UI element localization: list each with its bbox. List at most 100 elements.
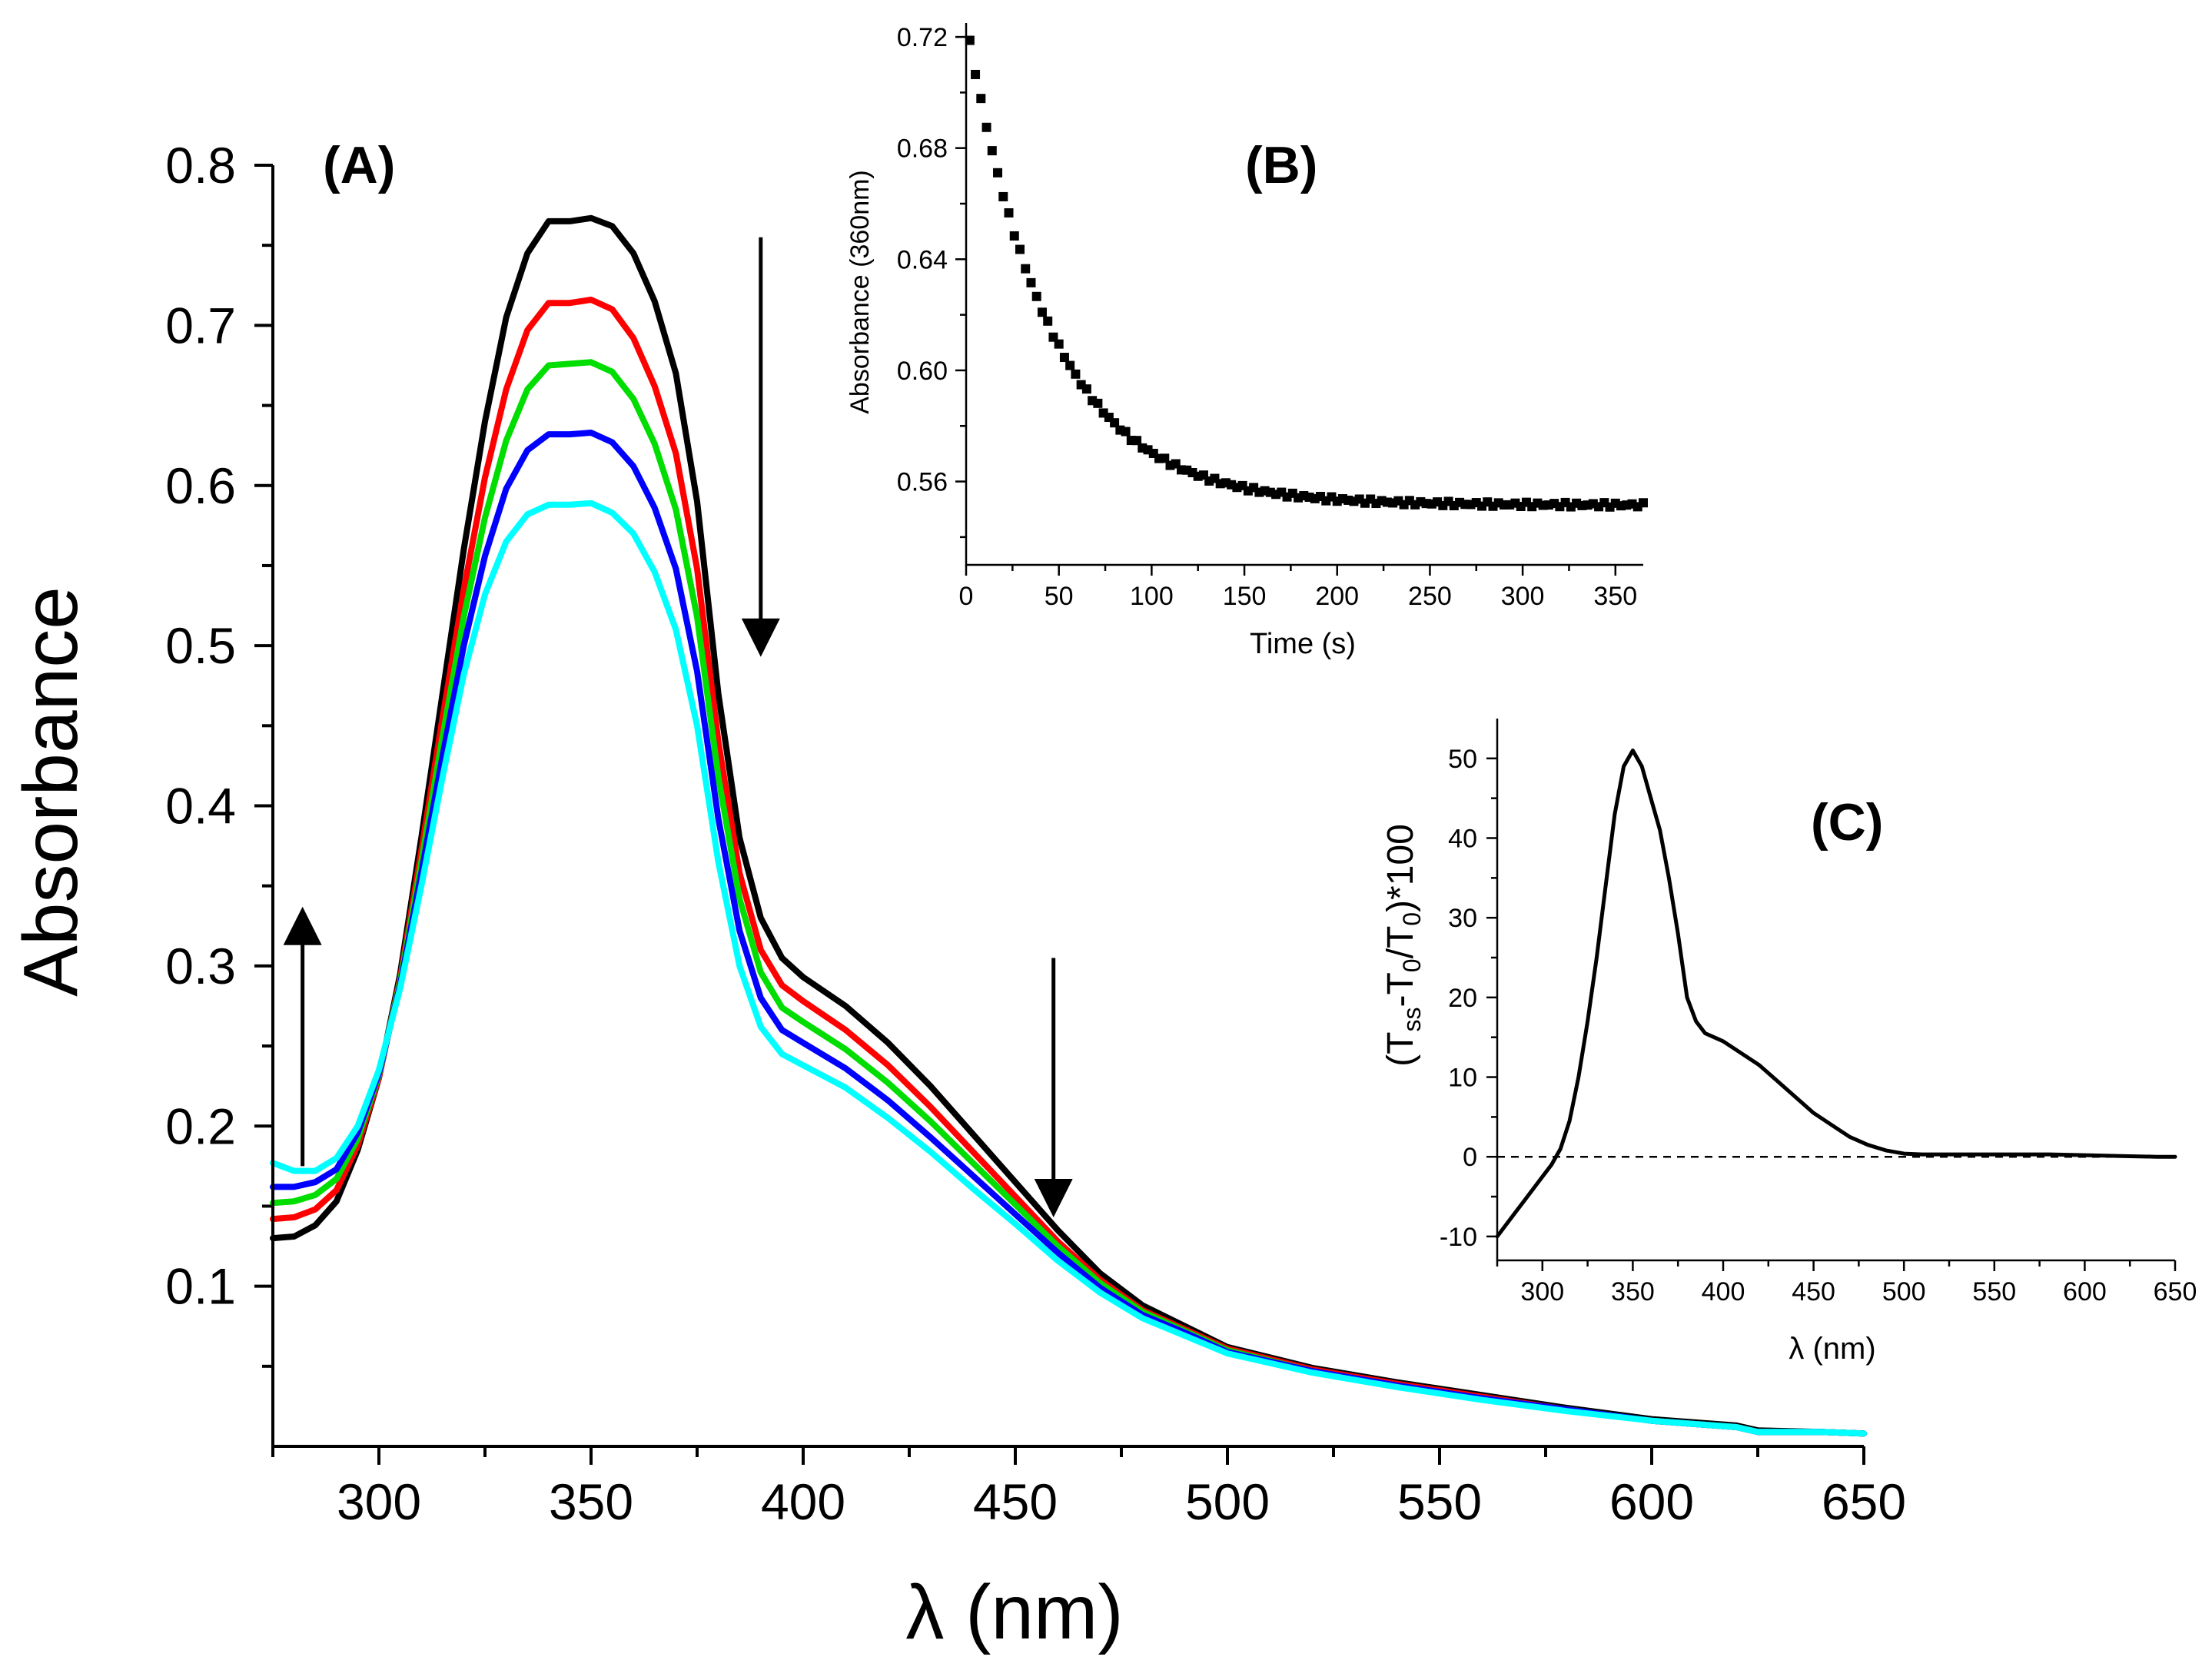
panel-c-label: (C) [1811,793,1883,852]
panel-a-axes [271,165,1864,1448]
ylabel-part-mid: -T [1380,972,1421,1007]
panel-b-y-tick-label: 0.72 [897,23,948,52]
panel-b-y-tick-label: 0.56 [897,468,948,497]
panel-c-y-tick-label: 50 [1448,745,1477,774]
panel-b-x-tick-label: 250 [1408,582,1452,611]
panel-a-series-line-4 [270,500,1867,1437]
panel-b-data-point [987,146,997,156]
panel-b-data-point [1021,264,1031,274]
panel-b-data-point [1009,231,1019,241]
ylabel-part-open: (T [1380,1032,1421,1067]
panel-c-y-tick-label: 40 [1448,825,1477,854]
panel-c-y-tick-label: 10 [1448,1064,1477,1093]
panel-b-data-point [981,122,991,132]
panel-b-x-tick-label: 350 [1593,582,1637,611]
panel-b-y-tick-label: 0.60 [897,357,948,386]
panel-c-x-tick-label: 600 [2063,1277,2107,1306]
panel-c-y-tick-label: 20 [1448,984,1477,1013]
panel-c-x-tick-label: 650 [2154,1277,2197,1306]
panel-c-y-axis-label: (Tss-T0/T0)*100 [1380,824,1426,1067]
panel-a-y-axis-label: Absorbance [8,586,94,997]
panel-a: (A) 300 350 400 450 500 550 600 6500.10.20.30.4… [8,136,1906,1655]
panel-a-x-tick-label: 350 [549,1473,633,1530]
panel-b-data-point [1110,418,1120,428]
panel-c-series-line [1495,749,2177,1239]
panel-c-y-tick-label: -10 [1440,1223,1477,1252]
panel-c-ticks: 300 350 400 450 500 550 600 650 -10 0 10 20 30 40 50 [1440,745,2197,1306]
panel-c-x-tick-label: 300 [1520,1277,1564,1306]
panel-b-data-point [998,191,1008,201]
panel-a-y-tick-label: 0.5 [165,617,236,674]
ylabel-part-sub3: 0 [1398,912,1426,926]
panel-b-x-axis-label: Time (s) [1250,628,1356,660]
panel-c-x-tick-label: 400 [1702,1277,1745,1306]
panel-b-data-point [976,94,986,104]
panel-a-y-tick-label: 0.8 [165,137,236,194]
panel-c-curve [1495,749,2177,1239]
panel-b-data-point [1081,384,1091,394]
panel-a-label: (A) [323,136,395,194]
panel-b-axes [965,23,1643,566]
panel-c-axes [1496,719,2175,1262]
panel-a-series-line-2 [270,359,1867,1437]
panel-b-data-point [1015,244,1025,254]
panel-a-x-tick-label: 300 [337,1473,421,1530]
panel-b-y-tick-label: 0.68 [897,134,948,164]
panel-b-data-point [1071,369,1081,379]
panel-a-x-tick-label: 500 [1185,1473,1270,1530]
panel-c-x-tick-label: 550 [1972,1277,2016,1306]
panel-a-curves [270,214,1867,1437]
panel-b-x-tick-label: 300 [1501,582,1545,611]
ylabel-part-close: )*100 [1380,824,1421,912]
panel-c-y-tick-label: 30 [1448,904,1477,933]
panel-b-data-point [1639,498,1648,508]
panel-c-x-tick-label: 500 [1882,1277,1926,1306]
panel-b-data-point [1004,208,1014,218]
panel-b-data-point [1065,360,1075,370]
panel-b-x-tick-label: 100 [1130,582,1174,611]
panel-b-y-tick-label: 0.64 [897,245,948,274]
panel-c: (C) 300 350 400 450 500 550 600 650-10010203040… [1380,719,2197,1366]
panel-c-x-tick-label: 450 [1792,1277,1835,1306]
panel-a-x-axis-label: λ (nm) [905,1569,1123,1655]
panel-a-y-tick-label: 0.6 [165,457,236,514]
panel-b-data-point [993,168,1003,178]
panel-a-ticks: 300 350 400 450 500 550 600 6500.10.20.30.40.50… [165,137,1906,1530]
panel-b-x-tick-label: 0 [959,582,974,611]
panel-b-x-tick-label: 50 [1045,582,1074,611]
panel-c-x-axis-label: λ (nm) [1789,1332,1875,1366]
panel-b-data-point [1059,353,1069,363]
ylabel-part-mid2: /T [1380,926,1421,959]
panel-b-points [965,35,1648,512]
panel-a-x-tick-label: 650 [1822,1473,1906,1530]
panel-b-x-tick-label: 150 [1223,582,1267,611]
panel-b-label: (B) [1245,136,1317,194]
panel-b-data-point [1054,339,1064,349]
panel-b-data-point [1093,398,1103,408]
panel-a-y-tick-label: 0.1 [165,1258,236,1315]
panel-a-y-tick-label: 0.2 [165,1097,236,1154]
panel-a-arrows [283,237,1073,1218]
panel-b-data-point [965,35,975,45]
panel-b-data-point [1132,436,1142,446]
panel-b-data-point [1037,307,1047,317]
panel-b-data-point [1160,453,1170,463]
ylabel-part-sub1: ss [1398,1008,1426,1032]
panel-a-y-tick-label: 0.4 [165,778,236,835]
panel-b-data-point [1121,427,1131,437]
panel-a-x-tick-label: 550 [1397,1473,1482,1530]
panel-b-data-point [971,69,981,79]
panel-b: (B) 0 50 100 150 200 250 300 350 0.56 0.60 0.64 0.6… [845,23,1648,660]
panel-a-x-tick-label: 600 [1609,1473,1694,1530]
panel-a-x-tick-label: 450 [973,1473,1058,1530]
panel-b-ticks: 0 50 100 150 200 250 300 350 0.56 0.60 0.64 0.68 0.7… [897,23,1637,611]
panel-a-y-tick-label: 0.3 [165,938,236,994]
panel-b-x-tick-label: 200 [1315,582,1359,611]
panel-a-y-tick-label: 0.7 [165,297,236,354]
panel-c-x-tick-label: 350 [1611,1277,1655,1306]
panel-b-data-point [1043,316,1053,326]
panel-c-y-tick-label: 0 [1463,1143,1477,1172]
panel-b-data-point [1031,291,1041,301]
panel-a-x-tick-label: 400 [761,1473,845,1530]
